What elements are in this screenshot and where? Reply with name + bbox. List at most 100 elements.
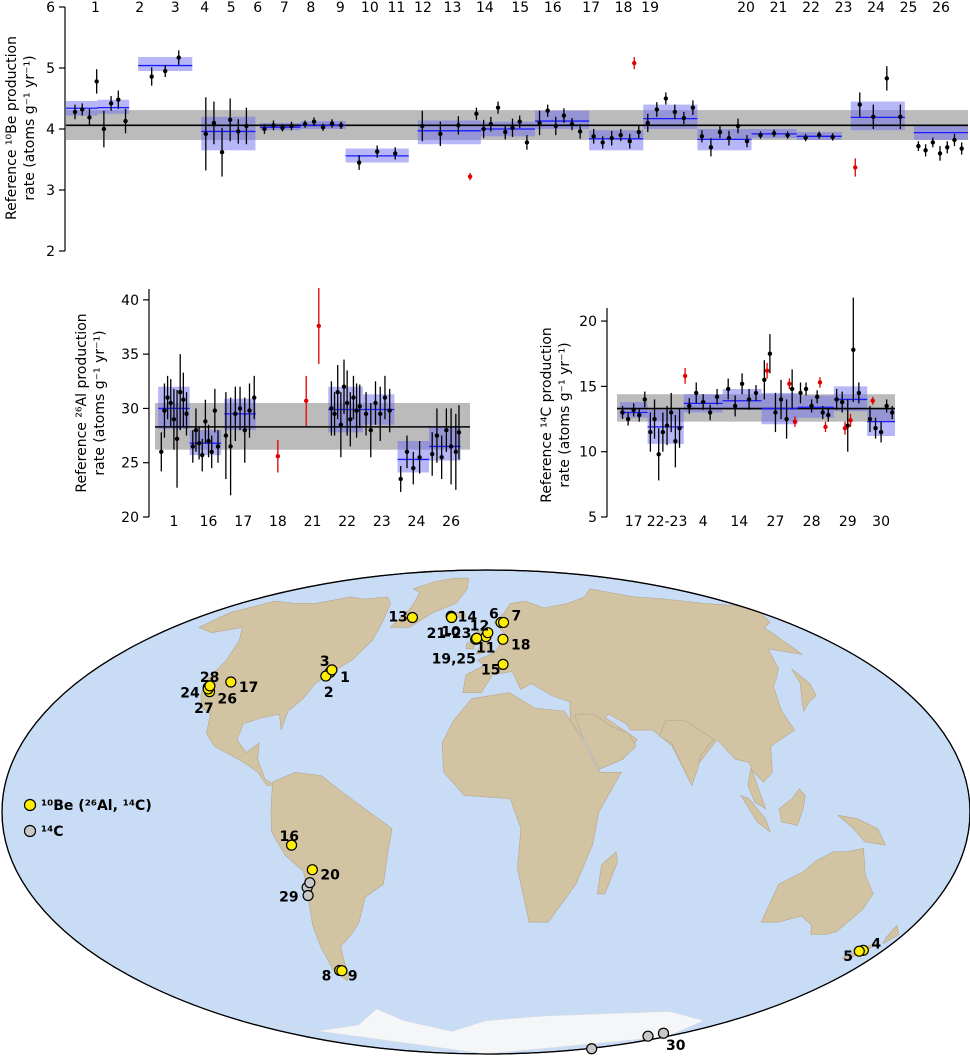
be10-data-point — [577, 129, 583, 134]
c14-site-label: 29 — [839, 514, 857, 530]
c14-data-point — [784, 416, 789, 422]
be10-outlier-point — [632, 60, 637, 66]
c14-data-point — [677, 425, 682, 431]
al26-data-point — [212, 408, 218, 413]
al26-data-point — [378, 411, 383, 417]
c14-site-label: 27 — [767, 514, 785, 530]
c14-y-tick-label: 5 — [588, 510, 597, 526]
be10-data-point — [420, 123, 425, 129]
antarctica-landmass — [240, 1008, 706, 1055]
al26-data-point — [398, 476, 403, 482]
site-label: 27 — [194, 701, 213, 717]
c14-data-point — [648, 429, 653, 435]
be10-data-point — [94, 79, 99, 84]
be10-site-label: 15 — [511, 0, 529, 16]
be10-site-label: 3 — [171, 0, 180, 16]
al26-data-point — [363, 411, 369, 417]
c14-data-point — [669, 410, 674, 415]
c14-data-point — [732, 403, 738, 409]
site-marker — [302, 889, 314, 902]
be10-data-point — [87, 115, 92, 120]
be10-data-point — [176, 55, 181, 60]
c14-data-point — [739, 381, 745, 386]
site-label: 5 — [843, 949, 853, 965]
be10-y-tick-label: 5 — [46, 61, 55, 77]
madagascar-landmass — [596, 851, 618, 895]
be10-data-point — [80, 107, 85, 112]
al26-data-point — [181, 397, 186, 402]
be10-data-point — [672, 109, 678, 115]
site-label: 1 — [340, 670, 350, 686]
be10-data-point — [952, 137, 957, 143]
al26-y-tick-label: 40 — [121, 293, 139, 309]
site-label: 19,25 — [432, 651, 476, 667]
be10-data-point — [898, 114, 903, 120]
be10-data-point — [262, 126, 267, 132]
be10-data-point — [857, 102, 862, 107]
be10-data-point — [101, 126, 107, 132]
c14-data-point — [845, 423, 850, 428]
be10-data-point — [481, 126, 486, 132]
c14-data-point — [700, 399, 706, 405]
be10-data-point — [236, 129, 241, 134]
al26-data-point — [348, 417, 353, 422]
be10-panel: Reference ¹⁰Be production rate (atoms g⁻… — [4, 0, 968, 260]
al26-data-point — [373, 400, 378, 406]
al26-data-point — [338, 422, 344, 427]
c14-data-point — [620, 410, 625, 415]
al26-outlier-point — [316, 323, 321, 329]
be10-site-label: 10 — [361, 0, 379, 16]
al26-data-point — [215, 444, 221, 449]
c14-data-point — [687, 403, 692, 409]
al26-data-point — [387, 408, 392, 413]
be10-data-point — [510, 125, 515, 130]
site-label: 28 — [200, 670, 219, 686]
site-label: 12 — [470, 619, 489, 635]
be10-data-point — [537, 120, 542, 126]
africa-landmass — [441, 692, 622, 923]
be10-y-tick-label: 4 — [46, 122, 55, 138]
site-label: 4 — [871, 936, 881, 952]
be10-site-label: 19 — [641, 0, 659, 16]
al26-data-point — [351, 395, 356, 400]
c14-data-point — [714, 394, 720, 400]
site-label: 30 — [666, 1038, 686, 1054]
be10-data-point — [609, 135, 614, 141]
c14-data-point — [773, 410, 778, 415]
al26-site-label: 26 — [442, 514, 460, 530]
c14-data-point — [642, 397, 647, 402]
c14-data-point — [673, 439, 678, 444]
c14-panel: Reference ¹⁴C production rate (atoms g⁻¹… — [539, 297, 895, 530]
site-marker — [446, 611, 458, 624]
be10-data-point — [302, 121, 308, 127]
be10-data-point — [219, 149, 225, 155]
c14-site-label: 14 — [730, 514, 748, 530]
be10-data-point — [456, 123, 461, 128]
be10-data-point — [663, 96, 669, 101]
be10-site-label: 22 — [802, 0, 820, 16]
be10-site-label: 5 — [227, 0, 236, 16]
be10-data-point — [937, 151, 943, 156]
site-marker — [204, 680, 216, 692]
c14-data-point — [753, 390, 759, 396]
al26-site-label: 17 — [234, 514, 252, 530]
site-label: 18 — [511, 637, 530, 653]
c14-data-point — [814, 394, 820, 400]
be10-site-label: 1 — [91, 0, 100, 16]
al26-data-point — [247, 408, 252, 413]
be10-group-box — [589, 130, 644, 151]
be10-data-point — [338, 123, 344, 128]
c14-outlier-point — [764, 368, 770, 373]
c14-data-point — [873, 425, 878, 431]
c14-outlier-point — [870, 398, 875, 403]
be10-data-point — [374, 149, 380, 154]
c14-data-point — [798, 390, 803, 396]
be10-site-label: 14 — [476, 0, 494, 16]
be10-outlier-point — [467, 174, 473, 179]
al26-site-label: 23 — [373, 514, 391, 530]
c14-outlier-point — [842, 425, 848, 431]
al26-data-point — [444, 427, 449, 433]
be10-data-point — [149, 74, 154, 79]
site-label: 3 — [320, 654, 330, 670]
